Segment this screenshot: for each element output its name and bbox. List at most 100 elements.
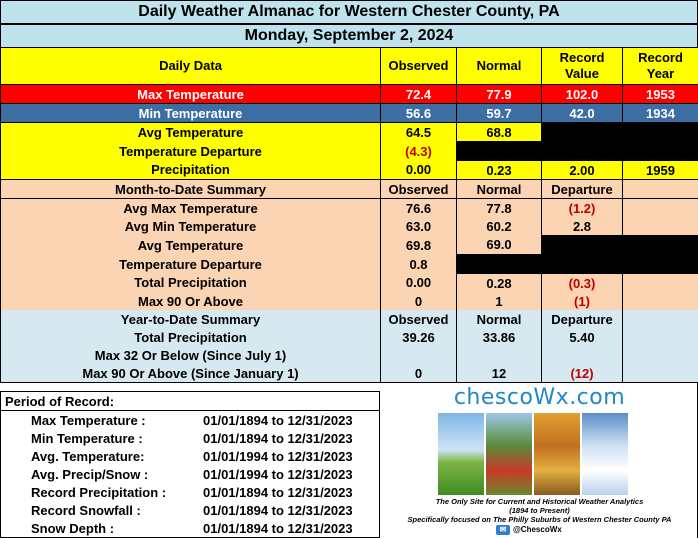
daily-header-record-year: Record Year	[622, 47, 698, 85]
normal-value: 77.9	[456, 84, 542, 104]
year-header-normal: Normal	[456, 310, 542, 328]
blank-cell	[622, 179, 698, 199]
observed-value: 0	[380, 364, 457, 383]
period-label: Min Temperature :	[31, 431, 143, 446]
departure-value: (1)	[541, 292, 623, 310]
chescowx-logo: chescoWx.com The Only Site for Current a…	[381, 383, 698, 538]
period-of-record-title: Period of Record:	[1, 392, 379, 411]
summer-image	[486, 413, 532, 495]
month-header-row: Month-to-Date Summary Observed Normal De…	[0, 179, 698, 199]
record-value: 2.00	[541, 160, 623, 180]
normal-value: 0.28	[456, 273, 542, 292]
daily-header-row: Daily Data Observed Normal Record Value …	[0, 47, 698, 85]
month-header-observed: Observed	[380, 179, 457, 199]
daily-header-label: Daily Data	[0, 47, 381, 85]
blank-cell	[541, 122, 698, 142]
observed-value: 72.4	[380, 84, 457, 104]
daily-row-min-temp: Min Temperature 56.6 59.7 42.0 1934	[0, 103, 698, 123]
normal-value: 12	[456, 364, 542, 383]
daily-header-observed: Observed	[380, 47, 457, 85]
observed-value: 69.8	[380, 235, 457, 255]
month-row-avg-temp: Avg Temperature 69.8 69.0	[0, 235, 698, 255]
year-row-max-32: Max 32 Or Below (Since July 1)	[0, 346, 698, 364]
period-value: 01/01/1994 to 12/31/2023	[203, 467, 353, 482]
normal-value: 77.8	[456, 198, 542, 217]
period-of-record-panel: Period of Record: Max Temperature : 01/0…	[0, 391, 380, 538]
period-row: Record Precipitation : 01/01/1894 to 12/…	[1, 484, 379, 502]
normal-value: 59.7	[456, 103, 542, 123]
almanac-title: Daily Weather Almanac for Western Cheste…	[0, 0, 698, 24]
observed-value: 64.5	[380, 122, 457, 142]
row-label: Avg Max Temperature	[0, 198, 381, 217]
logo-tagline: The Only Site for Current and Historical…	[435, 497, 644, 506]
row-label: Temperature Departure	[0, 254, 381, 274]
blank-cell	[541, 235, 698, 255]
blank-cell	[622, 346, 698, 364]
normal-value: 69.0	[456, 235, 542, 255]
spring-image	[438, 413, 484, 495]
observed-value: 0.8	[380, 254, 457, 274]
period-label: Avg. Temperature:	[31, 449, 145, 464]
row-label: Avg Temperature	[0, 122, 381, 142]
period-label: Record Precipitation :	[31, 485, 167, 500]
period-label: Snow Depth :	[31, 521, 115, 536]
month-row-avg-max: Avg Max Temperature 76.6 77.8 (1.2)	[0, 198, 698, 217]
departure-value: (12)	[541, 364, 623, 383]
period-value: 01/01/1894 to 12/31/2023	[203, 503, 353, 518]
month-header-label: Month-to-Date Summary	[0, 179, 381, 199]
blank-cell	[622, 273, 698, 292]
normal-value: 60.2	[456, 217, 542, 236]
departure-value: (1.2)	[541, 198, 623, 217]
period-row: Avg. Precip/Snow : 01/01/1994 to 12/31/2…	[1, 466, 379, 484]
blank-cell	[456, 141, 698, 161]
observed-value: (4.3)	[380, 141, 457, 161]
twitter-handle-text: @ChescoWx	[513, 525, 562, 534]
row-label: Avg Min Temperature	[0, 217, 381, 236]
observed-value: 39.26	[380, 328, 457, 346]
blank-cell	[622, 198, 698, 217]
logo-tagline-years: (1894 to Present)	[509, 506, 570, 515]
row-label: Temperature Departure	[0, 141, 381, 161]
period-row: Min Temperature : 01/01/1894 to 12/31/20…	[1, 430, 379, 448]
period-row: Avg. Temperature: 01/01/1994 to 12/31/20…	[1, 448, 379, 466]
daily-row-avg-temp: Avg Temperature 64.5 68.8	[0, 122, 698, 142]
month-row-temp-departure: Temperature Departure 0.8	[0, 254, 698, 274]
period-row: Record Snowfall : 01/01/1894 to 12/31/20…	[1, 502, 379, 520]
twitter-bird-icon: ✉	[496, 524, 510, 535]
departure-value: 2.8	[541, 217, 623, 236]
month-row-total-precip: Total Precipitation 0.00 0.28 (0.3)	[0, 273, 698, 292]
departure-value: (0.3)	[541, 273, 623, 292]
daily-row-precip: Precipitation 0.00 0.23 2.00 1959	[0, 160, 698, 180]
normal-value	[456, 346, 542, 364]
period-value: 01/01/1994 to 12/31/2023	[203, 449, 353, 464]
period-value: 01/01/1894 to 12/31/2023	[203, 521, 353, 536]
almanac-table: Daily Data Observed Normal Record Value …	[0, 47, 698, 383]
row-label: Avg Temperature	[0, 235, 381, 255]
observed-value: 76.6	[380, 198, 457, 217]
row-label: Max 90 Or Above	[0, 292, 381, 310]
row-label: Total Precipitation	[0, 273, 381, 292]
twitter-handle[interactable]: ✉ @ChescoWx	[496, 524, 562, 536]
period-value: 01/01/1894 to 12/31/2023	[203, 485, 353, 500]
blank-cell	[456, 254, 698, 274]
blank-cell	[622, 217, 698, 236]
logo-wordmark: chescoWx.com	[453, 385, 626, 410]
year-header-observed: Observed	[380, 310, 457, 328]
normal-value: 0.23	[456, 160, 542, 180]
row-label: Precipitation	[0, 160, 381, 180]
observed-value: 0	[380, 292, 457, 310]
observed-value: 0.00	[380, 273, 457, 292]
month-header-normal: Normal	[456, 179, 542, 199]
observed-value: 0.00	[380, 160, 457, 180]
record-value: 42.0	[541, 103, 623, 123]
year-header-row: Year-to-Date Summary Observed Normal Dep…	[0, 310, 698, 328]
period-row: Snow Depth : 01/01/1894 to 12/31/2023	[1, 520, 379, 538]
record-value: 102.0	[541, 84, 623, 104]
departure-value: 5.40	[541, 328, 623, 346]
daily-row-temp-departure: Temperature Departure (4.3)	[0, 141, 698, 161]
normal-value: 1	[456, 292, 542, 310]
period-label: Max Temperature :	[31, 413, 146, 428]
period-label: Record Snowfall :	[31, 503, 141, 518]
observed-value	[380, 346, 457, 364]
record-year: 1959	[622, 160, 698, 180]
